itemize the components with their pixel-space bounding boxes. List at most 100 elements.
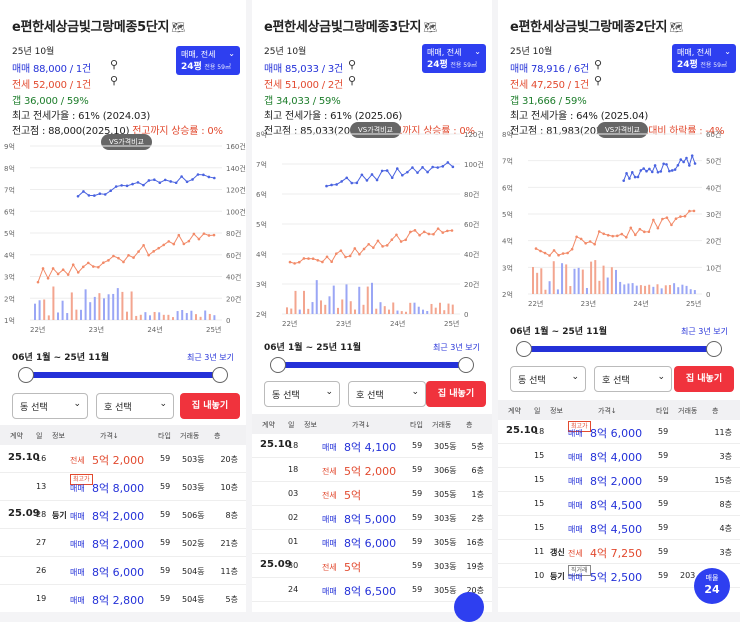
- period-slider-track[interactable]: [278, 362, 466, 368]
- jeonse-point: [584, 241, 587, 245]
- column-header[interactable]: 정보: [304, 421, 317, 429]
- table-row[interactable]: 27 매매 8억 2,000 59 502동 21층: [0, 529, 246, 557]
- search-icon[interactable]: ⚲: [110, 74, 119, 87]
- unit-type: 59: [412, 441, 423, 450]
- table-row[interactable]: 15 매매 8억 4,500 59 4층: [498, 516, 740, 540]
- period-slider-track[interactable]: [524, 346, 714, 352]
- title-text[interactable]: e편한세상금빛그랑메종2단지: [510, 20, 668, 35]
- slider-end-handle[interactable]: [458, 357, 474, 373]
- deal-price: 8억 2,000: [590, 475, 643, 488]
- table-row[interactable]: 25.09 30 전세 5억 59 303동 19층: [252, 554, 492, 578]
- slider-start-handle[interactable]: [270, 357, 286, 373]
- column-header[interactable]: 가격↓: [352, 421, 371, 429]
- recent-3y-link[interactable]: 최근 3년 보기: [187, 353, 234, 362]
- column-header[interactable]: 층: [712, 407, 719, 415]
- table-row[interactable]: 15 매매 8억 2,000 59 15층: [498, 468, 740, 492]
- column-header[interactable]: 계약: [508, 407, 521, 415]
- column-header[interactable]: 층: [466, 421, 473, 429]
- table-row[interactable]: 18 전세 5억 2,000 59 306동 6층: [252, 458, 492, 482]
- ho-select[interactable]: 호 선택 ⌄: [594, 366, 672, 392]
- table-row[interactable]: 19 매매 8억 2,800 59 504동 5층: [0, 585, 246, 612]
- column-header[interactable]: 계약: [10, 432, 23, 440]
- table-row[interactable]: 02 매매 8억 5,000 59 303동 2층: [252, 506, 492, 530]
- ho-select[interactable]: 호 선택 ⌄: [96, 393, 174, 419]
- volume-bar: [181, 310, 184, 320]
- y2-tick-label: 0: [464, 311, 468, 319]
- dong-select[interactable]: 동 선택 ⌄: [12, 393, 88, 419]
- period-slider-track[interactable]: [26, 372, 220, 378]
- deal-filter-button[interactable]: 매매, 전세 ⌄ 24평 전용 59㎡: [176, 46, 240, 75]
- column-header[interactable]: 타입: [158, 432, 171, 440]
- y2-tick-label: 0: [226, 317, 230, 325]
- table-row[interactable]: 25.09 28 등기 매매 8억 2,000 59 506동 8층: [0, 501, 246, 529]
- jeonse-point: [330, 260, 333, 264]
- search-icon[interactable]: ⚲: [594, 58, 603, 71]
- ho-select[interactable]: 호 선택 ⌄: [348, 381, 426, 407]
- table-row[interactable]: 15 매매 8억 4,500 59 8층: [498, 492, 740, 516]
- title-text[interactable]: e편한세상금빛그랑메종5단지: [12, 20, 170, 35]
- area-sub-label: 전용 59㎡: [450, 62, 477, 69]
- slider-end-handle[interactable]: [706, 341, 722, 357]
- recent-3y-link[interactable]: 최근 3년 보기: [433, 343, 480, 352]
- table-row[interactable]: 11 갱신 전세 4억 7,250 59 3층: [498, 540, 740, 564]
- column-header[interactable]: 층: [214, 432, 221, 440]
- dong-select[interactable]: 동 선택 ⌄: [264, 381, 340, 407]
- dong-select[interactable]: 동 선택 ⌄: [510, 366, 586, 392]
- column-header[interactable]: 계약: [262, 421, 275, 429]
- jeonse-point: [367, 242, 370, 246]
- listings-fab[interactable]: [454, 592, 484, 622]
- jeonse-point: [132, 256, 135, 259]
- table-row[interactable]: 25.10 18 매매 8억 4,100 59 305동 5층: [252, 434, 492, 458]
- column-header[interactable]: 타입: [410, 421, 423, 429]
- column-header[interactable]: 일: [534, 407, 541, 415]
- complex-title[interactable]: e편한세상금빛그랑메종3단지 🗺: [264, 16, 437, 35]
- complex-title[interactable]: e편한세상금빛그랑메종5단지 🗺: [12, 16, 185, 35]
- column-header[interactable]: 일: [36, 432, 43, 440]
- table-row[interactable]: 25.10 16 전세 5억 2,000 59 503동 20층: [0, 445, 246, 473]
- map-icon[interactable]: 🗺: [669, 21, 683, 34]
- slider-start-handle[interactable]: [516, 341, 532, 357]
- map-icon[interactable]: 🗺: [171, 21, 185, 34]
- column-header[interactable]: 거래동: [678, 407, 698, 415]
- list-home-button[interactable]: 집 내놓기: [180, 393, 240, 419]
- table-row[interactable]: 01 매매 8억 6,000 59 305동 16층: [252, 530, 492, 554]
- title-text[interactable]: e편한세상금빛그랑메종3단지: [264, 20, 422, 35]
- list-home-button[interactable]: 집 내놓기: [674, 366, 734, 392]
- table-row[interactable]: 13 최고가 매매 8억 8,000 59 503동 10층: [0, 473, 246, 501]
- sale-point: [345, 176, 349, 180]
- listings-fab[interactable]: 매물 24: [694, 568, 730, 604]
- table-row[interactable]: 03 전세 5억 59 305동 1층: [252, 482, 492, 506]
- unit-type: 59: [658, 523, 669, 532]
- column-header[interactable]: 일: [288, 421, 295, 429]
- price-chart[interactable]: 9억 8억 7억 6억 5억 4억 3억 2억 1억 160건 140건 120건 100건 80건 60건…: [0, 138, 246, 338]
- table-row[interactable]: 24 매매 8억 6,500 59 305동 20층: [252, 578, 492, 602]
- search-icon[interactable]: ⚲: [110, 58, 119, 71]
- column-header[interactable]: 거래동: [432, 421, 452, 429]
- complex-title[interactable]: e편한세상금빛그랑메종2단지 🗺: [510, 16, 683, 35]
- table-row[interactable]: 10 등기 직거래 매매 5억 2,500 59 203: [498, 564, 740, 588]
- slider-start-handle[interactable]: [18, 367, 34, 383]
- jeonse-point: [652, 218, 655, 222]
- column-header[interactable]: 정보: [550, 407, 563, 415]
- table-row[interactable]: 15 매매 8억 4,000 59 3층: [498, 444, 740, 468]
- table-row[interactable]: 25.10 18 최고가 매매 8억 6,000 59 11층: [498, 420, 740, 444]
- deal-filter-button[interactable]: 매매, 전세 ⌄ 24평 전용 59㎡: [672, 44, 736, 73]
- y-tick-label: 7억: [502, 158, 513, 166]
- slider-end-handle[interactable]: [212, 367, 228, 383]
- search-icon[interactable]: ⚲: [348, 74, 357, 87]
- column-header[interactable]: 정보: [52, 432, 65, 440]
- column-header[interactable]: 타입: [656, 407, 669, 415]
- search-icon[interactable]: ⚲: [594, 74, 603, 87]
- contract-day: 16: [36, 454, 47, 463]
- search-icon[interactable]: ⚲: [348, 58, 357, 71]
- column-header[interactable]: 거래동: [180, 432, 200, 440]
- deal-filter-button[interactable]: 매매, 전세 ⌄ 24평 전용 59㎡: [422, 44, 486, 73]
- map-icon[interactable]: 🗺: [423, 21, 437, 34]
- price-chart[interactable]: 8억 7억 6억 5억 4억 3억 2억 120건 100건 80건 60건 40건 20건 0 22년 23…: [252, 126, 492, 332]
- table-row[interactable]: 26 매매 8억 6,000 59 504동 11층: [0, 557, 246, 585]
- recent-3y-link[interactable]: 최근 3년 보기: [681, 327, 728, 336]
- column-header[interactable]: 가격↓: [598, 407, 617, 415]
- column-header[interactable]: 가격↓: [100, 432, 119, 440]
- price-chart[interactable]: 8억 7억 6억 5억 4억 3억 2억 60건 50건 40건 30건 20건 10건 0 22년 23년 2…: [498, 126, 740, 312]
- list-home-button[interactable]: 집 내놓기: [426, 381, 486, 407]
